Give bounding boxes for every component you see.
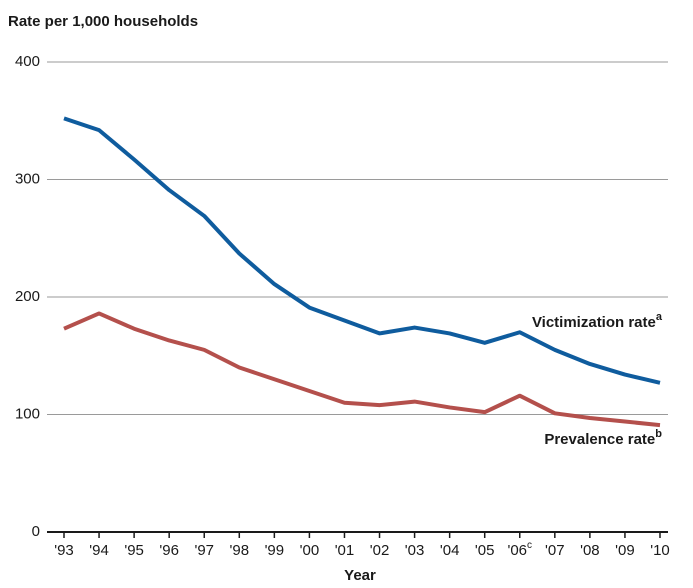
x-tick-label: '00: [300, 542, 320, 559]
x-tick-label: '01: [335, 542, 355, 559]
x-tick-text: '08: [580, 542, 600, 559]
y-tick-label: 300: [15, 170, 40, 187]
x-tick-text: '06: [507, 542, 527, 559]
x-tick-label: '08: [580, 542, 600, 559]
x-tick-text: '07: [545, 542, 565, 559]
footnote-mark: b: [655, 428, 662, 440]
series-label: Prevalence rateb: [544, 428, 662, 448]
x-tick-text: '02: [370, 542, 390, 559]
x-tick-text: '01: [335, 542, 355, 559]
x-tick-text: '98: [230, 542, 250, 559]
x-tick-label: '07: [545, 542, 565, 559]
footnote-mark: a: [656, 311, 663, 323]
x-tick-label: '95: [124, 542, 144, 559]
x-tick-text: '10: [650, 542, 670, 559]
x-tick-label: '03: [405, 542, 425, 559]
x-tick-text: '94: [89, 542, 109, 559]
x-tick-label: '05: [475, 542, 495, 559]
footnote-mark: c: [527, 540, 532, 551]
x-tick-text: '96: [159, 542, 179, 559]
x-tick-label: '97: [194, 542, 214, 559]
x-tick-text: '05: [475, 542, 495, 559]
y-tick-label: 100: [15, 405, 40, 422]
x-tick-text: '97: [194, 542, 214, 559]
x-tick-label: '06c: [507, 540, 532, 559]
y-tick-label: 200: [15, 288, 40, 305]
series-name: Prevalence rate: [544, 431, 655, 448]
x-tick-label: '99: [265, 542, 285, 559]
series-label: Victimization ratea: [532, 311, 663, 331]
y-tick-label: 0: [32, 523, 40, 540]
x-tick-label: '93: [54, 542, 74, 559]
x-tick-text: '00: [300, 542, 320, 559]
x-tick-label: '98: [230, 542, 250, 559]
x-axis-title: Year: [344, 567, 376, 584]
x-tick-text: '93: [54, 542, 74, 559]
x-tick-label: '96: [159, 542, 179, 559]
x-tick-label: '94: [89, 542, 109, 559]
x-tick-label: '10: [650, 542, 670, 559]
x-tick-label: '04: [440, 542, 460, 559]
series-name: Victimization rate: [532, 314, 656, 331]
x-tick-text: '99: [265, 542, 285, 559]
axis-title: Rate per 1,000 households: [8, 13, 198, 30]
x-tick-text: '03: [405, 542, 425, 559]
x-tick-label: '02: [370, 542, 390, 559]
x-tick-text: '04: [440, 542, 460, 559]
x-tick-text: '95: [124, 542, 144, 559]
series-line: [63, 311, 661, 428]
x-tick-text: '09: [615, 542, 635, 559]
x-tick-label: '09: [615, 542, 635, 559]
series-line: [63, 116, 661, 385]
y-tick-label: 400: [15, 53, 40, 70]
